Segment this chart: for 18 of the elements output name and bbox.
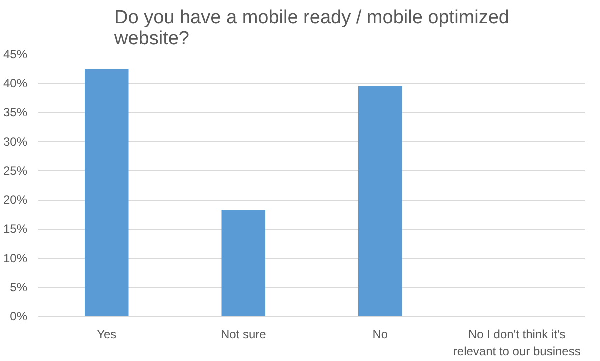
chart-title: Do you have a mobile ready / mobile optimized website? [114,8,510,50]
y-tick-label: 5% [10,280,28,294]
y-tick-label: 20% [3,193,28,208]
y-tick-label: 30% [3,134,28,149]
bar [84,69,129,316]
bar [358,86,402,316]
y-tick-label: 0% [10,310,28,324]
x-tick-label: Yes [97,328,117,342]
y-tick-label: 45% [3,48,28,62]
x-tick-label: No I don't think it's relevant to our business [453,328,581,358]
y-tick-label: 40% [3,76,28,91]
y-tick-label: 10% [3,251,28,266]
bar [222,210,266,316]
y-tick-label: 35% [3,106,28,120]
y-tick-label: 25% [3,164,28,178]
x-tick-label: Not sure [220,328,267,342]
x-tick-label: No [372,328,388,342]
y-tick-label: 15% [3,222,28,236]
